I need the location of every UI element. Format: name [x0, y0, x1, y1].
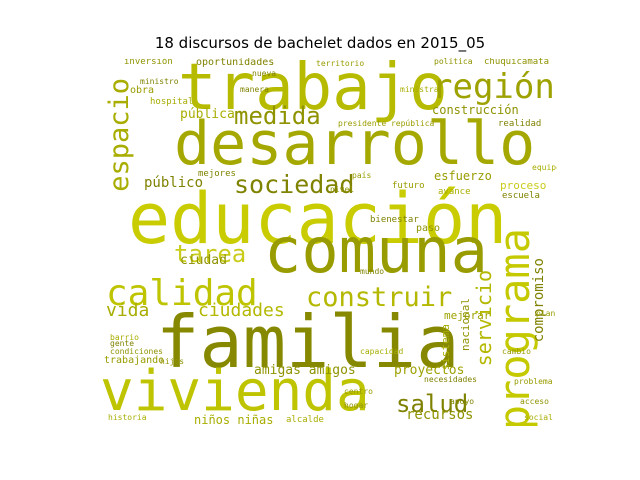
word-chuquicamata: chuquicamata	[484, 58, 550, 67]
word-amigas-amigos: amigas amigos	[254, 363, 356, 378]
word-educacion: educación	[128, 178, 508, 260]
word-trabajo: trabajo	[178, 58, 448, 125]
word-nivel: nivel	[330, 185, 355, 194]
word-hogar: hogar	[344, 401, 369, 410]
word-nacional: nacional	[459, 298, 472, 351]
word-compromiso: compromiso	[531, 258, 547, 343]
word-medida: medida	[234, 102, 321, 130]
word-pais: país	[352, 171, 372, 180]
word-cloud: trabajo región desarrollo medida espacio…	[100, 58, 557, 426]
word-capacidad: capacidad	[360, 347, 404, 356]
figure-title: 18 discursos de bachelet dados en 2015_0…	[154, 34, 486, 52]
word-paso: paso	[416, 223, 441, 234]
word-trabajando: trabajando	[104, 355, 165, 366]
word-apoyo: apoyo	[450, 397, 475, 406]
word-social: social	[524, 413, 553, 422]
word-construccion: construcción	[432, 103, 519, 117]
word-salud: salud	[396, 390, 469, 418]
word-cambio: cambio	[502, 347, 531, 356]
word-alcalde: alcalde	[286, 415, 324, 425]
word-manera: manera	[240, 85, 269, 94]
word-ciudad: ciudad	[180, 253, 227, 268]
word-bienestar: bienestar	[370, 215, 419, 225]
word-centro: centro	[344, 387, 373, 396]
word-condiciones: condiciones	[110, 347, 163, 356]
word-obra: obra	[130, 85, 155, 96]
word-ninos-ninas: niños niñas	[194, 413, 274, 426]
word-ciudades: ciudades	[198, 300, 285, 321]
word-comuna: comuna	[264, 214, 488, 287]
word-historia: historia	[108, 413, 147, 422]
word-barrio: barrio	[110, 333, 139, 342]
word-desarrollo: desarrollo	[174, 109, 536, 179]
word-futuro: futuro	[392, 181, 425, 191]
word-vivienda: vivienda	[100, 359, 370, 424]
word-nueva: nueva	[252, 69, 277, 78]
word-recursos: recursos	[406, 407, 474, 423]
word-ministro: ministro	[140, 77, 179, 86]
word-sistema: sistema	[439, 324, 452, 371]
word-familia: familia	[156, 300, 460, 384]
word-escuela: escuela	[502, 191, 540, 201]
word-ministra: ministra	[400, 85, 439, 94]
word-hijos: hijos	[160, 357, 185, 366]
word-presidente-republica: presidente república	[338, 119, 435, 128]
word-mundo: mundo	[360, 267, 385, 276]
word-gente: gente	[110, 339, 135, 348]
word-region: región	[432, 67, 555, 107]
word-proyectos: proyectos	[394, 363, 465, 378]
word-publico: público	[144, 175, 204, 191]
word-problema: problema	[514, 377, 553, 386]
word-sociedad: sociedad	[234, 170, 355, 199]
word-politica: política	[434, 58, 473, 66]
word-construir: construir	[306, 282, 453, 313]
word-realidad: realidad	[498, 119, 542, 129]
word-inversion: inversión	[124, 58, 173, 67]
word-calidad: calidad	[106, 273, 258, 314]
word-mejorar: mejorar	[444, 309, 491, 322]
word-avance: avance	[438, 187, 471, 197]
word-publica: pública	[180, 107, 235, 122]
word-necesidades: necesidades	[424, 375, 477, 384]
word-oportunidades: oportunidades	[196, 58, 275, 68]
word-esfuerzo: esfuerzo	[434, 169, 492, 183]
word-territorio: territorio	[316, 59, 365, 68]
word-mejores: mejores	[198, 169, 236, 179]
word-acceso: acceso	[520, 397, 549, 406]
word-tarea: tarea	[174, 240, 247, 268]
word-plan: plan	[536, 309, 556, 318]
word-espacio: espacio	[104, 78, 135, 192]
word-equipo: equipo	[532, 163, 557, 172]
word-hospital: hospital	[150, 97, 194, 107]
word-vida: vida	[106, 300, 150, 321]
word-proceso: proceso	[500, 179, 547, 192]
